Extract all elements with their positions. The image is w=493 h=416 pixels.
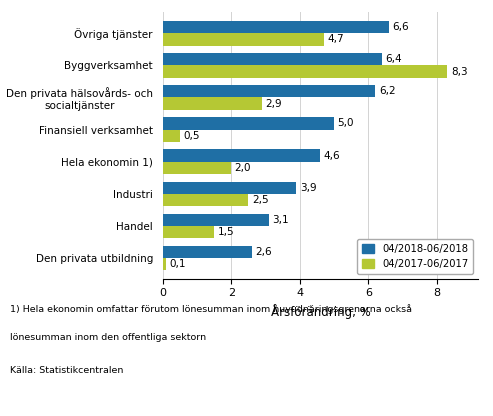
Bar [163, 53, 382, 65]
Bar [163, 226, 214, 238]
Bar [163, 65, 447, 78]
Text: 0,1: 0,1 [170, 259, 186, 269]
Text: 3,9: 3,9 [300, 183, 317, 193]
Legend: 04/2018-06/2018, 04/2017-06/2017: 04/2018-06/2018, 04/2017-06/2017 [357, 239, 473, 274]
Bar [163, 129, 180, 142]
Bar [163, 162, 231, 174]
Text: 2,5: 2,5 [252, 195, 269, 205]
Bar [163, 117, 334, 129]
Text: 4,6: 4,6 [324, 151, 341, 161]
Bar [163, 85, 375, 97]
Text: 8,3: 8,3 [451, 67, 467, 77]
Bar [163, 33, 324, 45]
X-axis label: Årsförändring, %: Årsförändring, % [271, 304, 370, 319]
Text: 0,5: 0,5 [183, 131, 200, 141]
Text: 6,2: 6,2 [379, 87, 395, 97]
Bar [163, 149, 320, 162]
Text: 6,6: 6,6 [392, 22, 409, 32]
Text: 3,1: 3,1 [273, 215, 289, 225]
Text: 1) Hela ekonomin omfattar förutom lönesumman inom huvudnäringsgrenarna också: 1) Hela ekonomin omfattar förutom lönesu… [10, 304, 412, 314]
Bar [163, 97, 262, 110]
Text: lönesumman inom den offentliga sektorn: lönesumman inom den offentliga sektorn [10, 333, 206, 342]
Bar [163, 246, 252, 258]
Text: 6,4: 6,4 [386, 54, 402, 64]
Bar [163, 21, 389, 33]
Text: 4,7: 4,7 [327, 35, 344, 45]
Text: 2,0: 2,0 [235, 163, 251, 173]
Bar [163, 213, 269, 226]
Text: Källa: Statistikcentralen: Källa: Statistikcentralen [10, 366, 123, 375]
Text: 5,0: 5,0 [338, 119, 354, 129]
Bar [163, 258, 166, 270]
Text: 2,9: 2,9 [266, 99, 282, 109]
Bar [163, 181, 296, 194]
Text: 1,5: 1,5 [217, 227, 234, 237]
Bar [163, 194, 248, 206]
Text: 2,6: 2,6 [255, 247, 272, 257]
